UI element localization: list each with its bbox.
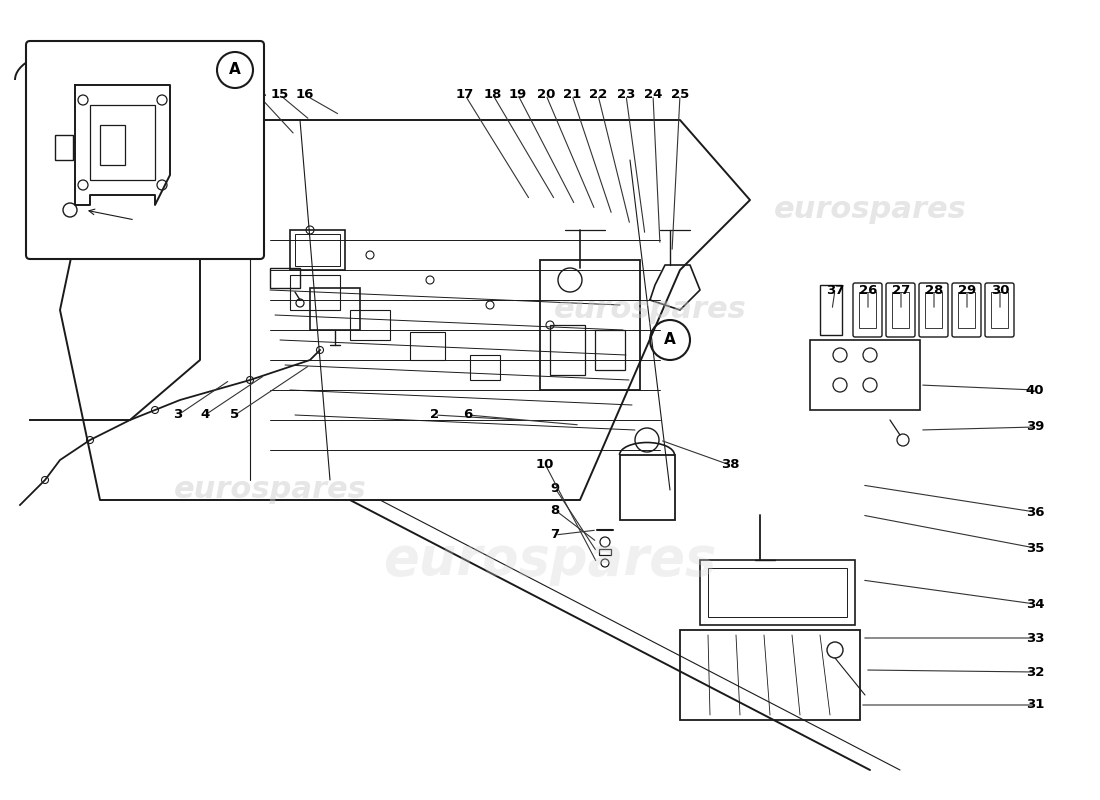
Text: 22: 22 bbox=[588, 89, 607, 102]
Text: 30: 30 bbox=[991, 283, 1010, 297]
Bar bbox=[680, 630, 860, 720]
Text: 10: 10 bbox=[536, 458, 554, 470]
Bar bbox=[810, 340, 920, 410]
Text: 14: 14 bbox=[249, 89, 267, 102]
Text: 20: 20 bbox=[537, 89, 556, 102]
Text: 19: 19 bbox=[509, 89, 527, 102]
Text: 27: 27 bbox=[892, 283, 910, 297]
Bar bbox=[859, 292, 876, 328]
Text: 16: 16 bbox=[296, 89, 315, 102]
Text: 25: 25 bbox=[671, 89, 689, 102]
Text: 40: 40 bbox=[1025, 383, 1044, 397]
Bar bbox=[310, 288, 360, 330]
Text: 26: 26 bbox=[859, 283, 877, 297]
Text: 1: 1 bbox=[145, 213, 155, 227]
Text: eurospares: eurospares bbox=[383, 534, 717, 586]
Text: 15: 15 bbox=[271, 89, 289, 102]
Text: 31: 31 bbox=[1026, 698, 1044, 711]
Text: 33: 33 bbox=[1025, 631, 1044, 645]
Text: 34: 34 bbox=[1025, 598, 1044, 610]
Text: 5: 5 bbox=[230, 409, 240, 422]
Text: 39: 39 bbox=[1026, 421, 1044, 434]
Text: 4: 4 bbox=[200, 409, 210, 422]
Bar bbox=[290, 230, 345, 270]
FancyBboxPatch shape bbox=[26, 41, 264, 259]
Text: 2: 2 bbox=[430, 409, 440, 422]
Bar bbox=[295, 234, 340, 266]
Bar bbox=[892, 292, 909, 328]
Bar bbox=[410, 332, 446, 360]
Text: 24: 24 bbox=[644, 89, 662, 102]
Text: 18: 18 bbox=[484, 89, 503, 102]
Bar bbox=[290, 275, 340, 310]
Text: 29: 29 bbox=[958, 283, 976, 297]
Bar bbox=[700, 560, 855, 625]
Text: 32: 32 bbox=[1026, 666, 1044, 678]
Text: 9: 9 bbox=[550, 482, 560, 494]
Text: 21: 21 bbox=[563, 89, 581, 102]
Text: A: A bbox=[229, 62, 241, 78]
Bar bbox=[925, 292, 942, 328]
Bar bbox=[600, 549, 610, 555]
Text: eurospares: eurospares bbox=[553, 295, 747, 325]
Bar bbox=[550, 325, 585, 375]
Text: 28: 28 bbox=[925, 283, 943, 297]
Text: 17: 17 bbox=[455, 89, 474, 102]
Bar bbox=[90, 105, 155, 180]
Text: A: A bbox=[664, 333, 675, 347]
Bar bbox=[958, 292, 975, 328]
Bar bbox=[470, 355, 500, 380]
Bar bbox=[708, 568, 847, 617]
Text: 35: 35 bbox=[1026, 542, 1044, 554]
Text: 3: 3 bbox=[174, 409, 183, 422]
Text: 23: 23 bbox=[617, 89, 635, 102]
Bar bbox=[595, 330, 625, 370]
Bar bbox=[55, 135, 73, 160]
Bar bbox=[620, 455, 675, 520]
Text: 11: 11 bbox=[176, 89, 194, 102]
Bar bbox=[540, 260, 640, 390]
Bar bbox=[100, 125, 125, 165]
Text: 12: 12 bbox=[201, 89, 219, 102]
Text: eurospares: eurospares bbox=[174, 475, 366, 505]
Text: 8: 8 bbox=[550, 503, 560, 517]
Bar bbox=[991, 292, 1008, 328]
Text: 6: 6 bbox=[463, 409, 473, 422]
Text: eurospares: eurospares bbox=[773, 195, 967, 225]
Text: 37: 37 bbox=[826, 283, 844, 297]
Bar bbox=[350, 310, 390, 340]
Bar bbox=[820, 285, 842, 335]
Bar bbox=[270, 268, 300, 288]
Text: 38: 38 bbox=[720, 458, 739, 471]
Text: 13: 13 bbox=[226, 89, 244, 102]
Text: 36: 36 bbox=[1025, 506, 1044, 518]
Text: 7: 7 bbox=[550, 529, 560, 542]
